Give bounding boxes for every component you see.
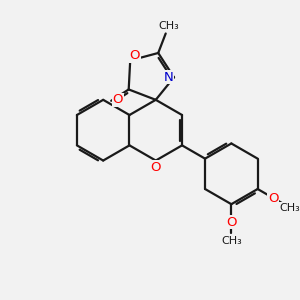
Text: O: O — [268, 191, 278, 205]
Text: N: N — [164, 71, 173, 84]
Text: O: O — [151, 161, 161, 174]
Text: O: O — [112, 93, 123, 106]
Text: O: O — [130, 49, 140, 62]
Text: CH₃: CH₃ — [279, 202, 300, 212]
Text: CH₃: CH₃ — [221, 236, 242, 246]
Text: O: O — [226, 216, 237, 229]
Text: CH₃: CH₃ — [158, 21, 179, 32]
